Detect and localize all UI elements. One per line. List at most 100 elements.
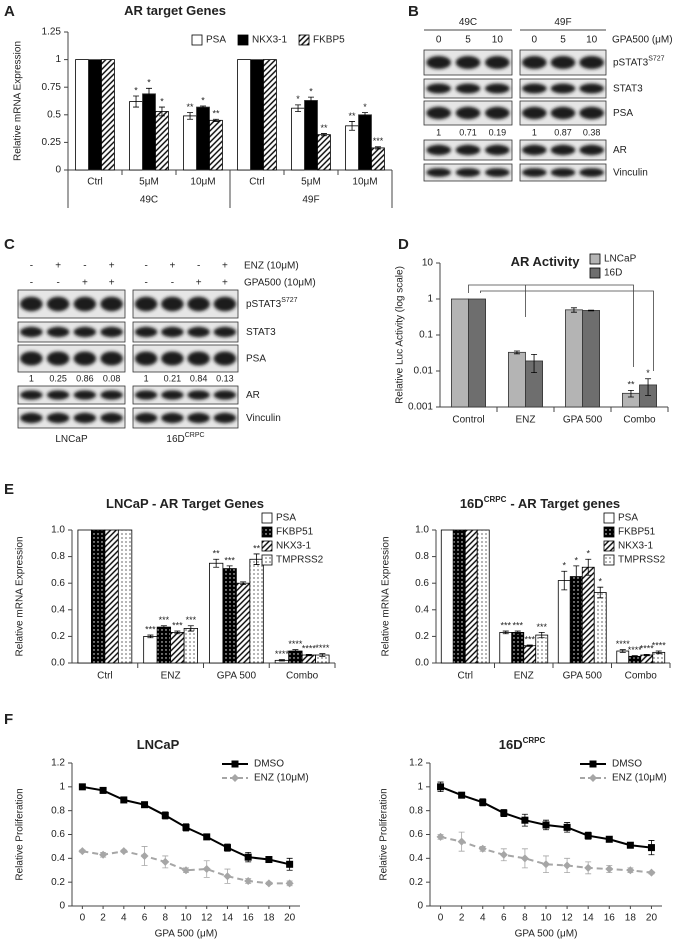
x-tick-label: 20 [646,913,658,924]
x-tick-label: 10 [180,913,192,924]
blot-band [187,326,210,338]
title-suffix: - AR Target genes [510,496,620,511]
blot-band [426,56,451,69]
blot-band [73,390,97,400]
legend-label: DMSO [612,759,642,770]
error-bar [531,353,538,374]
title-superscript: CRPC [484,495,507,504]
x-tick-label: GPA 500 [563,415,603,426]
significance: *** [512,620,523,630]
marker [78,847,87,856]
legend-swatch [603,526,615,538]
quantification: 1 [29,373,34,383]
bar [209,119,223,171]
bar [249,558,264,664]
x-tick-label: Ctrl [97,671,113,682]
x-tick-label: 5μM [301,177,321,188]
blot-band [134,412,158,424]
blot-frame [17,407,126,429]
error-bar [362,112,368,118]
significance: *** [186,615,197,625]
blot-frame [17,321,126,343]
significance: ** [187,102,195,112]
x-axis-label: GPA 500 (μM) [155,929,218,940]
bar [263,59,277,171]
marker [265,856,273,864]
significance: **** [302,644,317,654]
bar [345,125,359,171]
legend-label: 16D [604,268,622,279]
significance: **** [616,639,631,649]
bar [90,529,106,664]
x-tick-label: Combo [286,671,319,682]
chart-title: 16DCRPC - AR Target genes [460,495,620,511]
group-label: 49C [140,195,158,206]
marker [589,774,597,782]
quantification: 0.08 [103,373,121,383]
significance: *** [524,634,535,644]
blot-band [134,351,158,366]
y-tick-label: 0 [417,901,423,912]
error-bar [631,655,638,658]
bar [117,529,133,664]
comparison-bracket [468,284,654,371]
y-tick-label: 0.0 [415,658,429,669]
significance: * [598,577,602,587]
marker [231,774,239,782]
quantification: 1 [436,127,441,137]
blot-band [20,412,43,424]
marker [161,857,170,866]
bar [582,310,601,408]
quantification: 0.21 [164,373,182,383]
x-tick-label: Ctrl [457,671,473,682]
significance: **** [275,649,290,659]
quantification: 0.25 [49,373,67,383]
y-axis-label: Relative mRNA Expression [15,536,26,656]
y-axis-label: Relative Luc Activity (log scale) [395,266,406,404]
error-bar [585,558,592,576]
legend-swatch [589,253,601,265]
treatment-sign: + [55,261,61,272]
y-tick-label: 0.001 [408,402,433,413]
y-tick-label: 0.6 [415,578,429,589]
marker [182,866,190,875]
marker [647,868,656,877]
significance: *** [501,620,512,630]
error-bar [133,95,140,108]
x-tick-label: Ctrl [87,177,103,188]
x-tick-label: ENZ [516,415,536,426]
error-bar [514,630,521,635]
x-tick-label: 2 [459,913,465,924]
bar [581,566,595,664]
treatment-sign: + [222,278,228,289]
quantification: 0.38 [583,127,601,137]
y-tick-label: 0.6 [409,829,423,840]
blot-band [522,56,547,69]
x-tick-label: 0 [438,913,444,924]
bar [209,562,224,664]
marker [182,823,190,831]
significance: *** [373,136,384,146]
group-label-text: 16D [166,434,184,445]
blot-band [455,144,481,156]
bar [450,298,469,408]
x-tick-label: 6 [501,913,507,924]
marker [203,833,211,841]
quantification: 1 [144,373,149,383]
blot-band [485,144,510,156]
title-text: AR target Genes [124,3,226,18]
significance: ** [213,549,221,559]
blot-band [579,56,604,69]
row-label-text: pSTAT3 [613,57,649,68]
marker [244,853,252,861]
bar [143,636,158,664]
marker [99,850,108,859]
legend-swatch [603,512,615,524]
blot-band [20,351,43,366]
bar [569,576,583,664]
error-bar [513,350,520,355]
legend-label: PSA [276,513,296,524]
marker [78,783,86,791]
marker [584,863,593,872]
y-tick-label: 1.0 [415,525,429,536]
